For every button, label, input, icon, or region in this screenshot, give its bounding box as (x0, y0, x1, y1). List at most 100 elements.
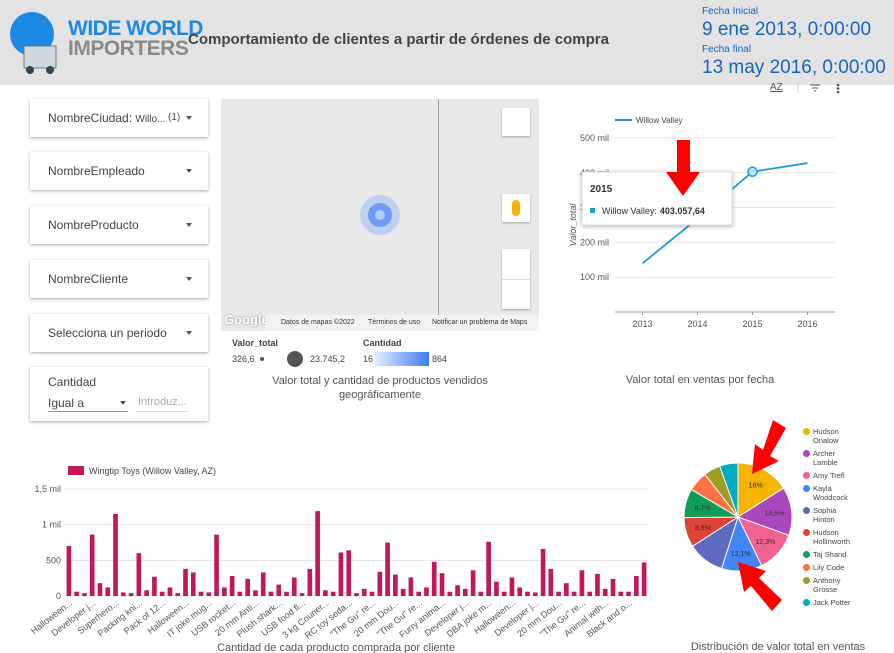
legend-label: Jack Potter (813, 598, 851, 607)
slice-label: 14,5% (765, 510, 785, 517)
operator-select[interactable]: Igual a (48, 393, 128, 412)
bar (144, 590, 149, 596)
bar (291, 577, 297, 596)
map-bubble[interactable] (359, 194, 401, 236)
filter-product[interactable]: NombreProducto (30, 206, 208, 244)
toolbar (797, 81, 840, 94)
filter-quantity: Cantidad Igual a Introduz... (30, 367, 208, 421)
zoom-in[interactable] (502, 249, 530, 280)
fullscreen-button[interactable] (502, 108, 530, 136)
legend-item: Kayla Woodcock (803, 484, 853, 502)
chart-caption: Cantidad de cada producto comprada por c… (217, 642, 455, 653)
filter-icon[interactable] (810, 84, 820, 92)
legend-swatch (803, 577, 810, 584)
legend-label: Sophia Hinton (813, 506, 837, 524)
bar (198, 591, 204, 596)
legend-max: 864 (432, 354, 448, 364)
legend-max: 23.745,2 (310, 354, 346, 364)
bar (602, 588, 608, 596)
operator-value: Igual a (48, 396, 85, 410)
zoom-controls[interactable] (502, 249, 530, 309)
slice-label: 8,9% (695, 525, 711, 532)
filter-city[interactable]: NombreCiudad: Willo... (1) (30, 99, 208, 137)
x-tick-label: 2016 (797, 319, 817, 329)
globe (10, 12, 54, 56)
menu-dot[interactable] (836, 87, 840, 90)
bar (447, 591, 453, 596)
bar (89, 534, 95, 596)
x-tick-label: 2014 (687, 319, 707, 329)
map-terms[interactable]: Términos de uso (368, 319, 421, 326)
bar (206, 592, 212, 596)
y-tick-label: 500 (46, 555, 61, 565)
bar (323, 590, 328, 596)
legend-label: Archer Lamble (813, 449, 838, 467)
bar (501, 591, 507, 596)
map-border (438, 99, 439, 331)
bubble-core (375, 210, 385, 220)
bar (74, 591, 79, 596)
y-tick-label: 1,5 mil (34, 484, 61, 494)
quantity-input[interactable]: Introduz... (136, 393, 188, 412)
highlight-point (747, 166, 758, 177)
filter-label: NombreCiudad: (48, 111, 133, 125)
placeholder: Introduz... (138, 396, 187, 408)
filter-employee[interactable]: NombreEmpleado (30, 152, 208, 190)
bar (369, 591, 375, 596)
menu-dot[interactable] (836, 90, 840, 94)
date-value[interactable]: 13 may 2016, 0:00:00 (702, 57, 886, 78)
map-report[interactable]: Notificar un problema de Maps (432, 319, 528, 326)
legend-label: Kayla Woodcock (813, 484, 848, 502)
menu-dot[interactable] (836, 83, 840, 87)
bar (385, 542, 390, 596)
legend-item: Sophia Hinton (803, 506, 853, 524)
legend-label: Wingtip Toys (Willow Valley, AZ) (89, 466, 216, 476)
filter-label: NombreCliente (48, 272, 129, 286)
page-title: Comportamiento de clientes a partir de ó… (188, 31, 609, 48)
bar (268, 591, 274, 596)
pie-slice (736, 487, 793, 536)
filter-customer[interactable]: NombreCliente (30, 260, 208, 298)
tooltip (581, 171, 733, 226)
filter-label: Cantidad (48, 375, 97, 389)
legend-swatch (803, 599, 810, 606)
legend-swatch (803, 485, 810, 492)
bar (222, 587, 227, 596)
tooltip-series: Willow Valley: (602, 206, 657, 216)
filter-period[interactable]: Selecciona un periodo (30, 314, 208, 352)
y-tick-label: 1 mil (42, 520, 61, 530)
date-value[interactable]: 9 ene 2013, 0:00:00 (702, 19, 872, 40)
map[interactable]: Google Datos de mapas ©2022 Términos de … (221, 99, 539, 331)
bar (237, 591, 243, 596)
legend-item: Hudson Onalow (803, 427, 853, 445)
bar (424, 587, 429, 596)
size-legend (260, 351, 303, 367)
bar (571, 591, 577, 596)
bar (113, 513, 118, 596)
legend-swatch (803, 472, 810, 479)
legend-title: Cantidad (363, 338, 402, 348)
bar (626, 591, 631, 596)
bar (462, 588, 468, 596)
map-data: Datos de mapas ©2022 (281, 319, 355, 326)
bar (361, 588, 367, 596)
sort-icon[interactable]: AZ (770, 82, 783, 93)
chart-caption: Distribución de valor total en ventas (691, 641, 866, 653)
legend-item: Taj Shand (803, 550, 853, 559)
bar (128, 593, 134, 596)
legend-min: 16 (363, 354, 374, 364)
bar (455, 585, 460, 596)
bar (315, 511, 320, 596)
legend-title: Valor_total (232, 338, 279, 348)
slice-label: 12,3% (755, 539, 775, 546)
logo-text: WIDE WORLD (68, 17, 203, 40)
bar (525, 591, 530, 596)
streetview-button[interactable] (502, 194, 530, 222)
y-tick-label: 0 (56, 591, 61, 601)
legend-item: Amy Trefl (803, 471, 853, 480)
legend-swatch (803, 450, 810, 457)
map-caption: Valor total y cantidad de productos vend… (272, 375, 488, 401)
filter-label: Selecciona un periodo (48, 326, 167, 340)
legend-label: Lily Code (813, 563, 845, 572)
bar (400, 588, 406, 596)
